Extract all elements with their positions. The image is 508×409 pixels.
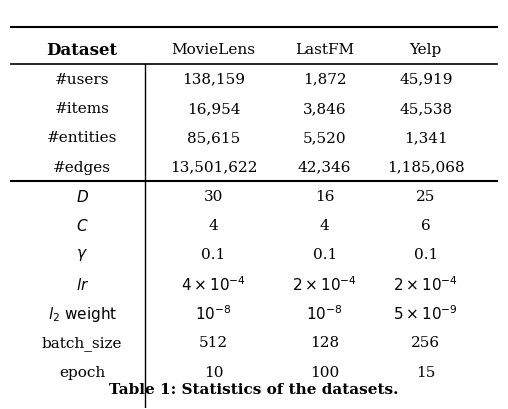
Text: #users: #users [55,72,110,86]
Text: #edges: #edges [53,160,111,174]
Text: $l_2$ weight: $l_2$ weight [48,304,117,323]
Text: 10: 10 [204,365,224,379]
Text: batch_size: batch_size [42,335,122,350]
Text: $10^{-8}$: $10^{-8}$ [306,304,343,323]
Text: 6: 6 [421,219,431,233]
Text: 16,954: 16,954 [187,102,240,116]
Text: 16: 16 [315,189,334,203]
Text: 256: 256 [411,336,440,350]
Text: 5,520: 5,520 [303,131,346,145]
Text: 0.1: 0.1 [414,248,438,262]
Text: $lr$: $lr$ [76,276,89,292]
Text: $\gamma$: $\gamma$ [76,247,88,263]
Text: 1,185,068: 1,185,068 [387,160,465,174]
Text: 4: 4 [209,219,218,233]
Text: $2 \times 10^{-4}$: $2 \times 10^{-4}$ [393,275,458,293]
Text: $10^{-8}$: $10^{-8}$ [196,304,232,323]
Text: 45,538: 45,538 [399,102,452,116]
Text: 85,615: 85,615 [187,131,240,145]
Text: Dataset: Dataset [47,42,118,58]
Text: $4 \times 10^{-4}$: $4 \times 10^{-4}$ [181,275,246,293]
Text: 42,346: 42,346 [298,160,352,174]
Text: $2 \times 10^{-4}$: $2 \times 10^{-4}$ [292,275,357,293]
Text: $D$: $D$ [76,189,89,204]
Text: 25: 25 [416,189,435,203]
Text: 13,501,622: 13,501,622 [170,160,258,174]
Text: 128: 128 [310,336,339,350]
Text: 138,159: 138,159 [182,72,245,86]
Text: 512: 512 [199,336,228,350]
Text: epoch: epoch [59,365,105,379]
Text: 4: 4 [320,219,330,233]
Text: $5 \times 10^{-9}$: $5 \times 10^{-9}$ [393,304,458,323]
Text: #items: #items [55,102,110,116]
Text: 3,846: 3,846 [303,102,346,116]
Text: MovieLens: MovieLens [172,43,256,57]
Text: 1,341: 1,341 [404,131,448,145]
Text: 100: 100 [310,365,339,379]
Text: 30: 30 [204,189,224,203]
Text: #entities: #entities [47,131,117,145]
Text: 0.1: 0.1 [202,248,226,262]
Text: LastFM: LastFM [295,43,354,57]
Text: 0.1: 0.1 [312,248,337,262]
Text: Yelp: Yelp [409,43,442,57]
Text: 45,919: 45,919 [399,72,453,86]
Text: Table 1: Statistics of the datasets.: Table 1: Statistics of the datasets. [109,382,399,396]
Text: 15: 15 [416,365,435,379]
Text: 1,872: 1,872 [303,72,346,86]
Text: $C$: $C$ [76,218,88,234]
